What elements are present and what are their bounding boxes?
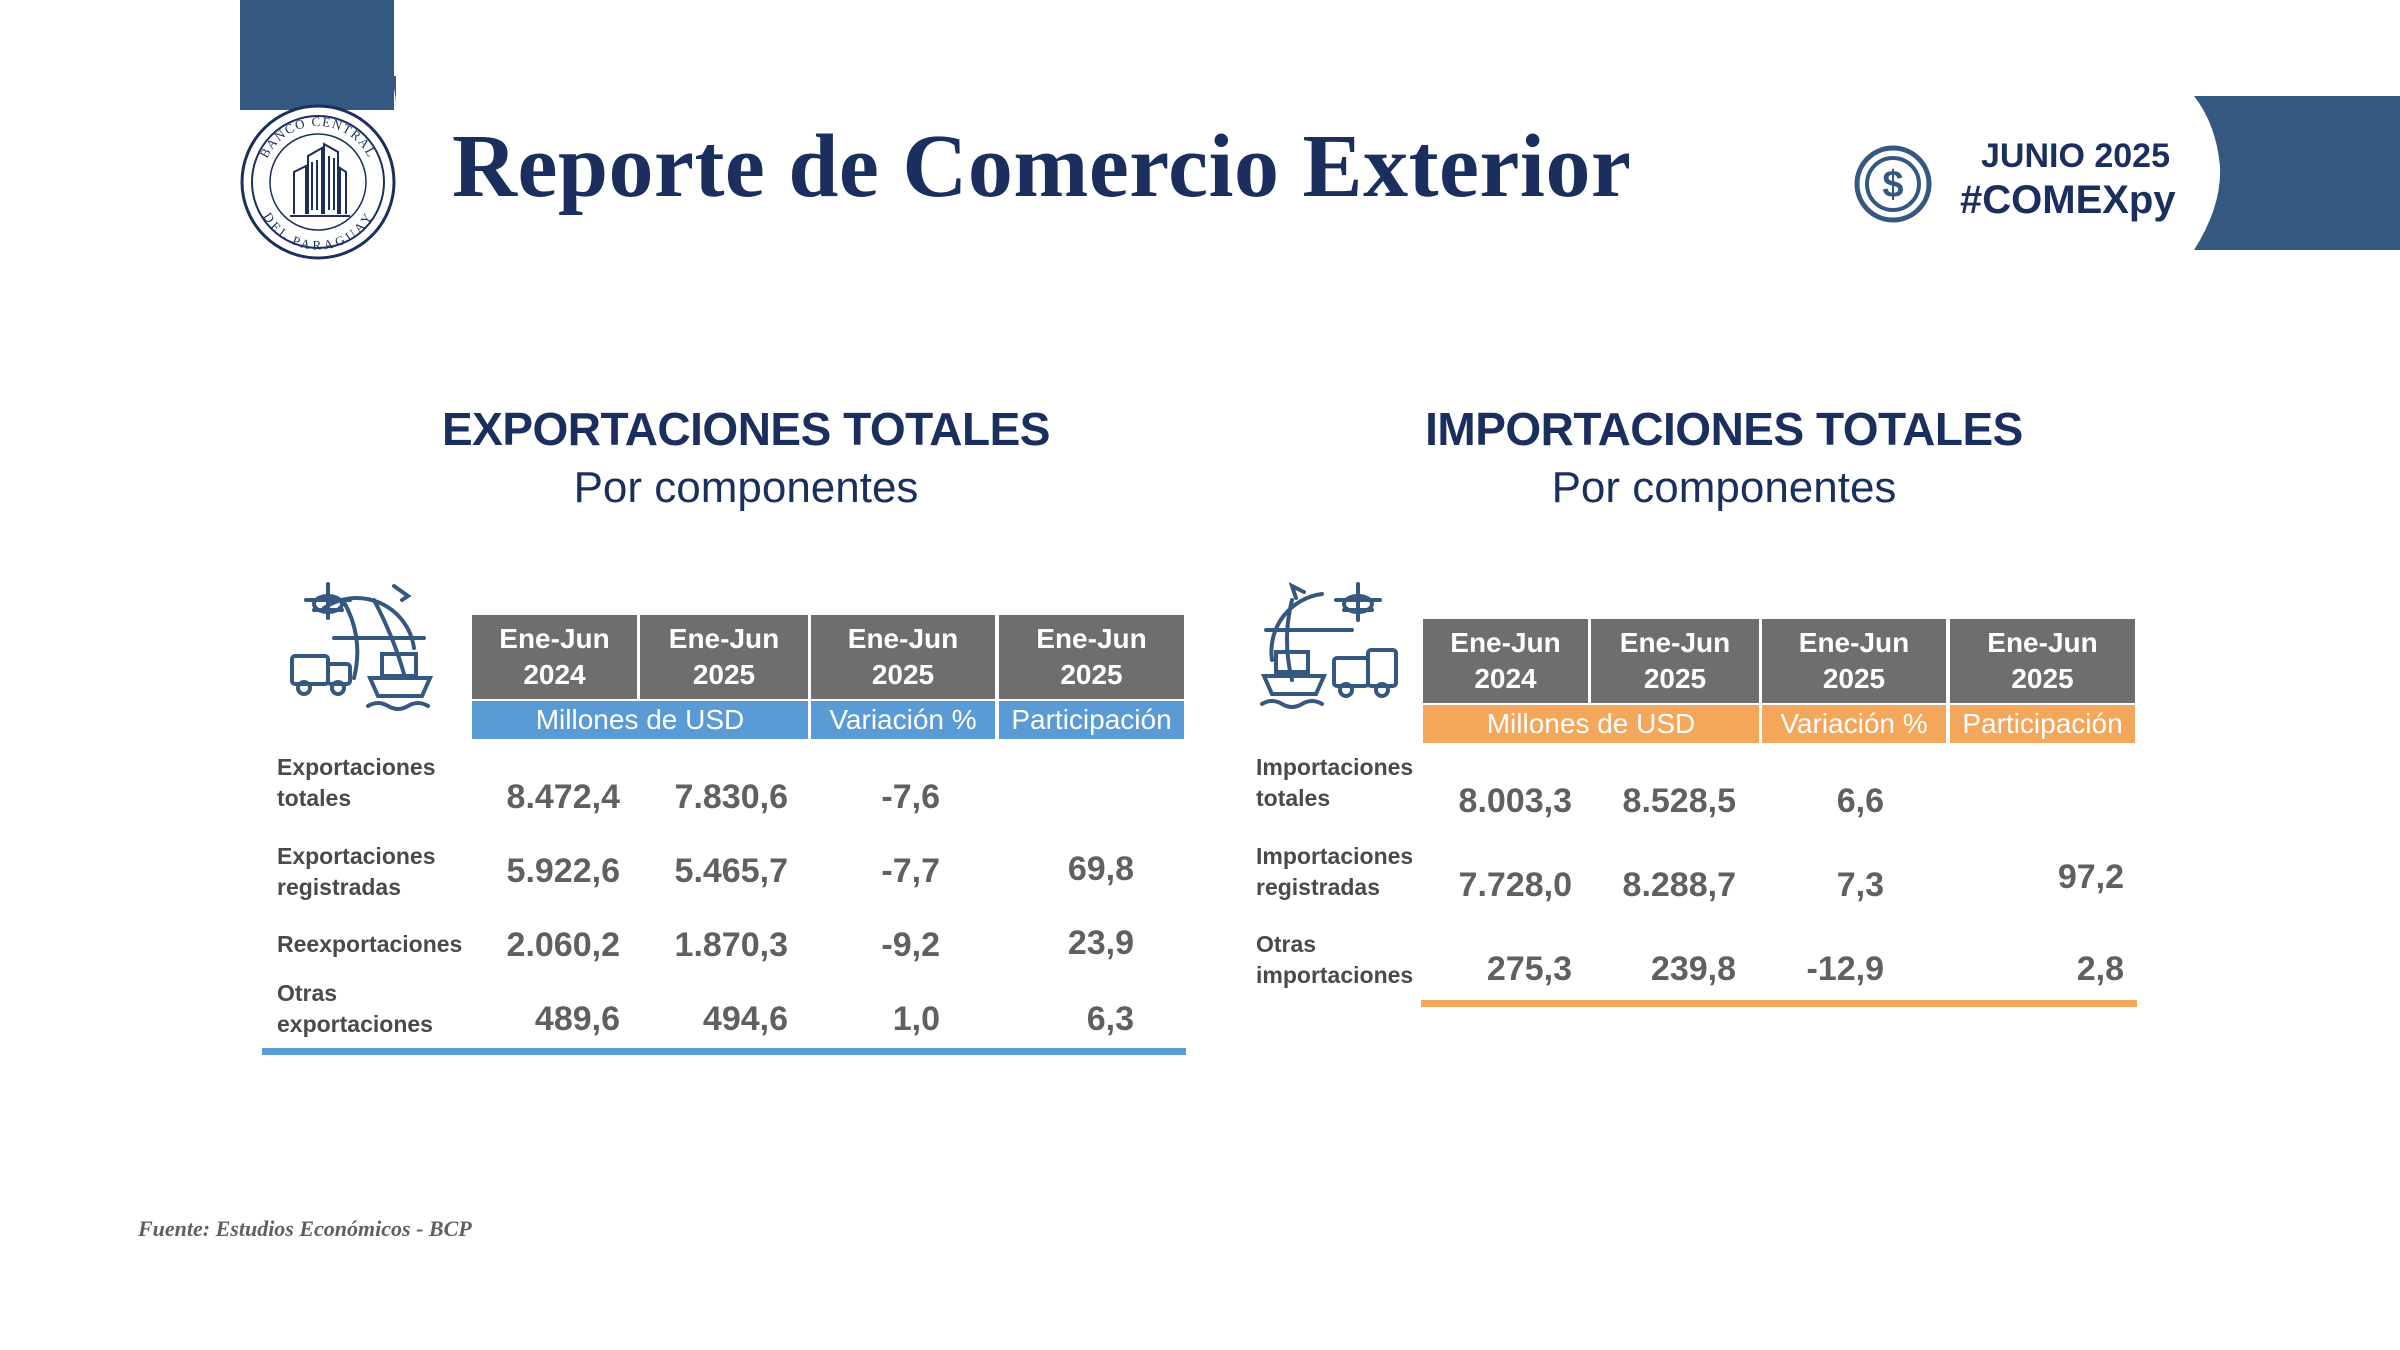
imports-row-label: Importaciones registradas: [1256, 843, 1414, 900]
exports-value-2024: 5.922,6: [506, 852, 620, 890]
exports-row-label: Exportaciones registradas: [277, 843, 436, 900]
report-date-block: JUNIO 2025 #COMEXpy: [1960, 135, 2176, 223]
exports-heading: EXPORTACIONES TOTALES Por componentes: [396, 400, 1096, 518]
global-trade-icon: [1260, 582, 1398, 709]
report-date: JUNIO 2025: [1981, 137, 2170, 175]
header-tab-decoration: [240, 0, 394, 110]
imports-variation: 6,6: [1836, 782, 1884, 820]
imports-sub-variation: Variación %: [1762, 705, 1946, 743]
imports-col-share: Ene-Jun 2025: [1950, 619, 2135, 703]
exports-col-2025: Ene-Jun 2025: [640, 615, 808, 699]
page-title: Reporte de Comercio Exterior: [452, 117, 1632, 216]
exports-table-rule: [262, 1048, 1186, 1055]
exports-sub-share: Participación %: [999, 701, 1184, 773]
imports-row-label: Importaciones totales: [1256, 754, 1414, 811]
source-footnote: Fuente: Estudios Económicos - BCP: [138, 1216, 472, 1241]
exports-row-label: Exportaciones totales: [277, 754, 436, 811]
imports-row-label: Otras importaciones: [1256, 931, 1414, 988]
imports-sub-share: Participación %: [1950, 705, 2135, 777]
imports-variation: 7,3: [1836, 866, 1884, 904]
imports-value-2025: 239,8: [1650, 950, 1736, 988]
exports-row-label: Otras exportaciones: [277, 980, 433, 1037]
exports-variation: -9,2: [881, 926, 940, 964]
imports-col-2025: Ene-Jun 2025: [1591, 619, 1759, 703]
imports-table-rule: [1421, 1000, 2137, 1007]
exports-col-variation: Ene-Jun 2025: [811, 615, 995, 699]
exports-title: EXPORTACIONES TOTALES: [441, 403, 1051, 455]
imports-value-2025: 8.288,7: [1622, 866, 1736, 904]
exports-share: 23,9: [1067, 924, 1134, 962]
imports-share: 2,8: [2076, 950, 2124, 988]
global-trade-icon: [290, 582, 434, 711]
exports-value-2025: 7.830,6: [674, 778, 788, 816]
exports-value-2025: 1.870,3: [674, 926, 788, 964]
imports-col-2024: Ene-Jun 2024: [1423, 619, 1588, 703]
exports-sub-variation: Variación %: [811, 701, 995, 739]
header-band-decoration: [2194, 96, 2400, 250]
exports-value-2025: 494,6: [702, 1000, 788, 1038]
exports-value-2024: 8.472,4: [506, 778, 620, 816]
imports-value-2024: 8.003,3: [1458, 782, 1572, 820]
hashtag: #COMEXpy: [1960, 178, 2176, 222]
exports-col-2024: Ene-Jun 2024: [472, 615, 637, 699]
imports-value-2024: 275,3: [1486, 950, 1572, 988]
exports-variation: 1,0: [892, 1000, 940, 1038]
imports-heading: IMPORTACIONES TOTALES Por componentes: [1374, 400, 2074, 518]
exports-col-share: Ene-Jun 2025: [999, 615, 1184, 699]
exports-value-2024: 2.060,2: [506, 926, 620, 964]
imports-title: IMPORTACIONES TOTALES: [1425, 403, 2023, 455]
imports-sub-usd: Millones de USD: [1423, 705, 1759, 743]
exports-variation: -7,7: [881, 852, 940, 890]
imports-share: 97,2: [2057, 858, 2124, 896]
dollar-coin-icon: $: [1854, 145, 1932, 223]
svg-text:$: $: [1882, 164, 1903, 206]
imports-value-2024: 7.728,0: [1458, 866, 1572, 904]
exports-row-label: Reexportaciones: [277, 931, 463, 957]
imports-variation: -12,9: [1806, 950, 1885, 988]
imports-subtitle: Por componentes: [1551, 463, 1897, 512]
exports-share: 69,8: [1067, 850, 1134, 888]
exports-variation: -7,6: [881, 778, 940, 816]
exports-share: 6,3: [1086, 1000, 1134, 1038]
imports-value-2025: 8.528,5: [1622, 782, 1736, 820]
exports-value-2024: 489,6: [534, 1000, 620, 1038]
exports-sub-usd: Millones de USD: [472, 701, 808, 739]
exports-value-2025: 5.465,7: [674, 852, 788, 890]
bcp-logo: BANCO CENTRAL DEL PARAGUAY: [240, 76, 396, 260]
exports-subtitle: Por componentes: [573, 463, 919, 512]
imports-col-variation: Ene-Jun 2025: [1762, 619, 1946, 703]
